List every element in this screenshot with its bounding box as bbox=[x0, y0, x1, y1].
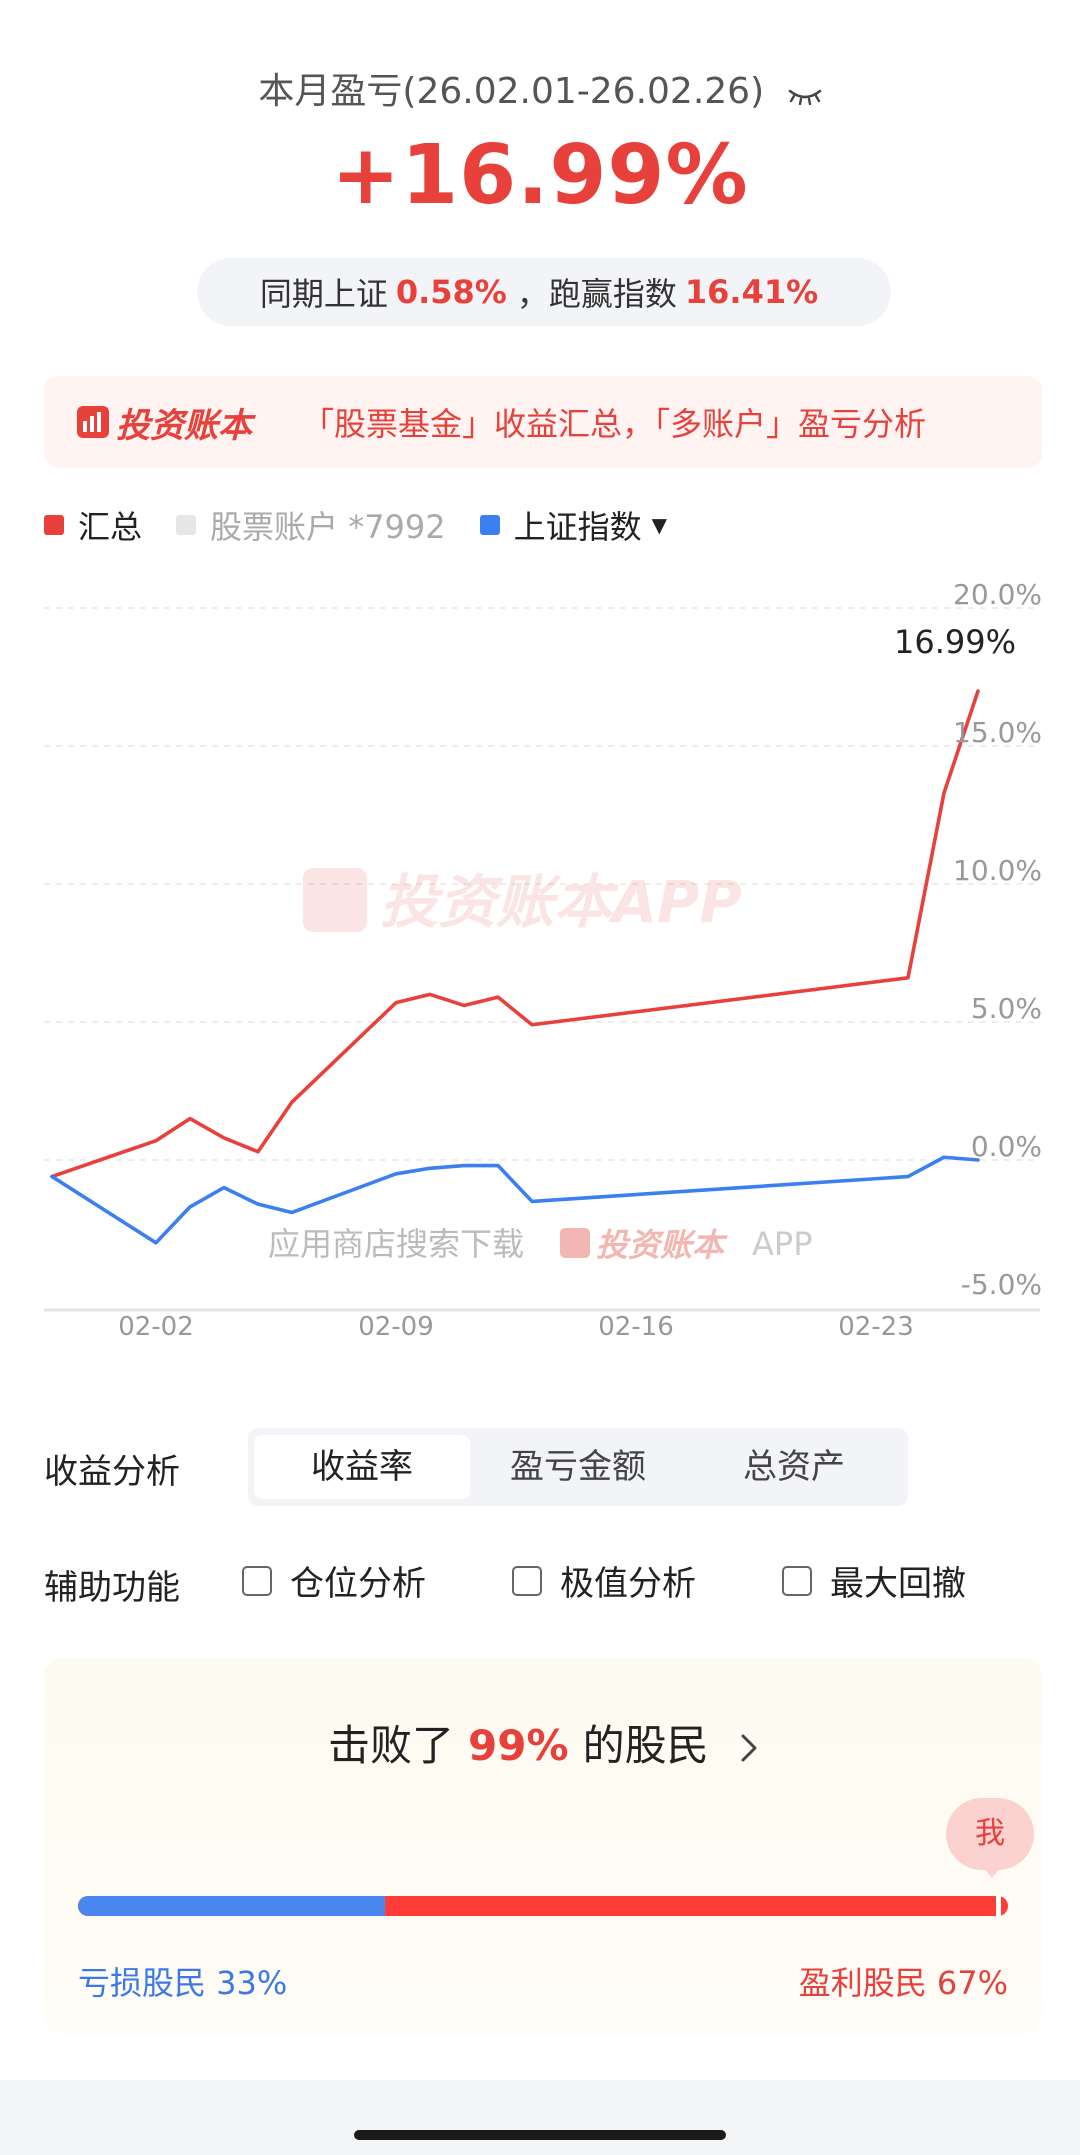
banner-slogan: 「股票基金」收益汇总，「多账户」盈亏分析 bbox=[302, 405, 927, 443]
checkbox-box[interactable] bbox=[242, 1565, 272, 1596]
ledger-logo-icon bbox=[77, 406, 109, 438]
checkbox-label: 极值分析 bbox=[560, 1564, 696, 1604]
y-tick-label: -5.0% bbox=[961, 1268, 1042, 1301]
legend-swatch bbox=[176, 515, 197, 535]
me-position-mark bbox=[995, 1896, 1001, 1916]
brand-logo: 投资账本 bbox=[76, 398, 252, 447]
legend-label: 汇总 bbox=[78, 508, 143, 546]
ranking-prefix: 击败了 bbox=[328, 1721, 455, 1770]
period-title: 本月盈亏(26.02.01-26.02.26) bbox=[0, 62, 1080, 114]
index-comparison: 同期上证 0.58% ，跑赢指数 16.41% bbox=[197, 258, 891, 326]
tab-return-rate[interactable]: 收益率 bbox=[254, 1435, 470, 1499]
beat-pct: 16.41% bbox=[684, 273, 819, 311]
comparison-prefix: 同期上证 bbox=[259, 275, 388, 313]
legend-label: 股票账户 *7992 bbox=[210, 508, 446, 546]
ranking-bar bbox=[78, 1896, 1008, 1916]
analysis-label: 收益分析 bbox=[44, 1452, 180, 1492]
checkbox-label: 仓位分析 bbox=[290, 1564, 426, 1604]
ranking-card: 击败了 99% 的股民 我 亏损股民 33% 盈利股民 67% bbox=[44, 1658, 1042, 2034]
y-tick-label: 10.0% bbox=[953, 854, 1042, 887]
checkbox-max-drawdown[interactable]: 最大回撤 bbox=[782, 1556, 966, 1605]
legend-item-sse-index[interactable]: 上证指数 ▼ bbox=[479, 502, 668, 548]
legend-label: 上证指数 bbox=[513, 508, 642, 546]
loss-share-bar bbox=[78, 1896, 385, 1916]
x-tick-label: 02-16 bbox=[598, 1312, 674, 1342]
me-marker-tail bbox=[984, 1868, 1000, 1878]
ranking-pct: 99% bbox=[468, 1721, 569, 1770]
chart-legend: 汇总 股票账户 *7992 上证指数 ▼ bbox=[44, 502, 701, 548]
legend-swatch bbox=[479, 515, 500, 535]
legend-swatch bbox=[44, 515, 64, 535]
series-line-sse-index bbox=[50, 1155, 980, 1245]
hide-eye-icon[interactable] bbox=[788, 73, 822, 114]
legend-item-total[interactable]: 汇总 bbox=[44, 502, 142, 548]
bottom-strip bbox=[0, 2080, 1080, 2155]
analysis-tabs: 收益率 盈亏金额 总资产 bbox=[248, 1428, 908, 1506]
chevron-right-icon[interactable] bbox=[740, 1721, 758, 1770]
checkbox-box[interactable] bbox=[512, 1565, 542, 1596]
series-line-total bbox=[50, 689, 980, 1179]
y-tick-label: 5.0% bbox=[971, 992, 1042, 1025]
checkbox-label: 最大回撤 bbox=[830, 1564, 966, 1604]
y-tick-label: 20.0% bbox=[953, 578, 1042, 611]
watermark: 投资账本APP bbox=[303, 868, 742, 936]
promo-banner[interactable]: 投资账本 「股票基金」收益汇总，「多账户」盈亏分析 bbox=[44, 376, 1042, 468]
y-tick-label: 0.0% bbox=[971, 1130, 1042, 1163]
home-indicator[interactable] bbox=[354, 2130, 726, 2140]
watermark-sub: 应用商店搜索下载 bbox=[268, 1225, 524, 1263]
gain-investors-label: 盈利股民 67% bbox=[798, 1964, 1008, 2002]
watermark-sub-logo-icon bbox=[560, 1228, 590, 1258]
x-tick-label: 02-23 bbox=[838, 1312, 914, 1342]
checkbox-position-analysis[interactable]: 仓位分析 bbox=[242, 1556, 426, 1605]
tab-pnl-amount[interactable]: 盈亏金额 bbox=[510, 1447, 646, 1487]
ranking-title[interactable]: 击败了 99% 的股民 bbox=[44, 1712, 1042, 1773]
checkbox-extreme-analysis[interactable]: 极值分析 bbox=[512, 1556, 696, 1605]
me-marker-bubble: 我 bbox=[946, 1798, 1034, 1870]
comparison-middle: ，跑赢指数 bbox=[516, 275, 677, 313]
watermark-logo-icon bbox=[303, 868, 367, 932]
end-value-label: 16.99% bbox=[894, 623, 1016, 661]
monthly-return-pct: +16.99% bbox=[331, 128, 749, 223]
x-tick-label: 02-02 bbox=[118, 1312, 194, 1342]
legend-item-stock-account[interactable]: 股票账户 *7992 bbox=[176, 502, 446, 548]
aux-label: 辅助功能 bbox=[44, 1568, 180, 1608]
watermark-sub-brand: 投资账本 bbox=[596, 1226, 728, 1264]
period-title-text: 本月盈亏(26.02.01-26.02.26) bbox=[258, 71, 765, 112]
ranking-suffix: 的股民 bbox=[582, 1721, 709, 1770]
dropdown-triangle-icon[interactable]: ▼ bbox=[651, 513, 668, 537]
index-pct: 0.58% bbox=[395, 273, 507, 311]
watermark-text: 投资账本APP bbox=[380, 868, 742, 936]
checkbox-box[interactable] bbox=[782, 1565, 812, 1596]
watermark-sub-app: APP bbox=[752, 1225, 812, 1263]
brand-name: 投资账本 bbox=[116, 405, 252, 446]
y-tick-label: 15.0% bbox=[953, 716, 1042, 749]
x-tick-label: 02-09 bbox=[358, 1312, 434, 1342]
loss-investors-label: 亏损股民 33% bbox=[78, 1964, 288, 2002]
tab-total-assets[interactable]: 总资产 bbox=[743, 1447, 845, 1487]
